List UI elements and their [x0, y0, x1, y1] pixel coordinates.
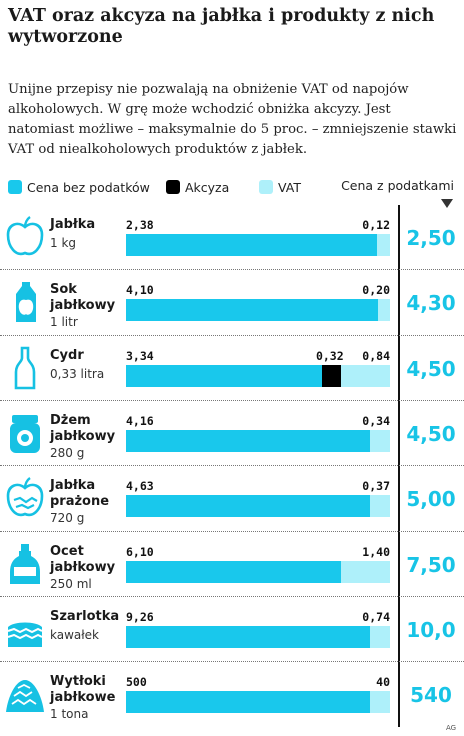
value-label-vat: 0,74	[362, 609, 390, 624]
legend-item-excise: Akcyza	[166, 178, 229, 196]
down-arrow-icon	[441, 199, 453, 208]
value-label-net: 6,10	[126, 544, 154, 559]
credit: AG	[446, 724, 457, 732]
legend: Cena bez podatków Akcyza VAT Cena z poda…	[8, 178, 458, 198]
value-label-vat: 0,34	[362, 413, 390, 428]
total-price: 4,30	[406, 291, 456, 316]
product-quantity: kawałek	[50, 627, 100, 642]
baked-apple-icon	[4, 476, 46, 520]
bar-segment-vat	[340, 560, 390, 583]
product-name: Jabłka	[50, 217, 96, 232]
bar-segment-vat	[370, 429, 390, 452]
product-name: Cydr	[50, 347, 84, 363]
bar-segment-net	[126, 560, 341, 583]
jam-jar-icon	[4, 411, 46, 455]
value-label-net: 500	[126, 675, 147, 690]
value-label-vat: 0,84	[362, 348, 390, 363]
legend-label-excise: Akcyza	[185, 179, 230, 195]
legend-label-vat: VAT	[278, 179, 301, 195]
value-label-excise: 0,32	[315, 348, 344, 363]
product-name: Szarlotka	[50, 608, 120, 624]
value-label-net: 2,38	[126, 218, 154, 232]
pomace-pile-icon	[4, 672, 46, 716]
bottle-icon	[4, 346, 46, 390]
value-label-net: 3,34	[126, 348, 154, 363]
total-price: 10,0	[406, 617, 456, 642]
bar-segment-net	[126, 299, 378, 322]
legend-item-vat: VAT	[259, 178, 301, 196]
value-label-net: 4,10	[126, 283, 154, 298]
legend-label-net: Cena bez podatków	[27, 179, 150, 195]
total-price: 2,50	[406, 226, 456, 250]
product-quantity: 280 g	[50, 445, 85, 460]
product-name: Dżem jabłkowy	[50, 412, 116, 444]
bar-segment-vat	[377, 234, 390, 256]
row-separator	[0, 595, 464, 597]
value-label-vat: 0,12	[362, 218, 390, 232]
product-name: Ocet jabłkowy	[50, 543, 116, 575]
product-name: Sok jabłkowy	[50, 282, 116, 314]
bar-segment-net	[126, 625, 371, 648]
cake-slice-icon	[4, 607, 46, 651]
product-quantity: 1 tona	[50, 707, 89, 722]
row-separator	[0, 399, 464, 401]
legend-swatch-net	[8, 180, 22, 194]
bar-segment-vat	[370, 625, 390, 648]
total-price: 540	[410, 683, 452, 708]
product-quantity: 1 kg	[50, 236, 77, 250]
apple-icon	[4, 215, 46, 259]
product-quantity: 0,33 litra	[50, 366, 105, 381]
value-label-vat: 1,40	[362, 544, 390, 559]
legend-swatch-excise	[166, 180, 180, 194]
total-price: 4,50	[406, 421, 456, 446]
row-separator	[0, 269, 464, 271]
product-name: Jabłka prażone	[50, 478, 110, 510]
value-label-net: 4,16	[126, 413, 154, 428]
legend-item-net: Cena bez podatków	[8, 178, 150, 196]
legend-label-total: Cena z podatkami	[341, 178, 454, 193]
intro-text: Unijne przepisy nie pozwalają na obniżen…	[8, 82, 457, 157]
product-quantity: 250 ml	[50, 576, 92, 591]
bar-segment-vat	[370, 495, 390, 518]
total-price: 7,50	[406, 552, 456, 577]
bar-segment-net	[126, 691, 371, 714]
vinegar-bottle-icon	[4, 542, 46, 586]
value-label-net: 4,63	[126, 479, 154, 494]
bar-segment-net	[126, 495, 371, 518]
chart-title: VAT oraz akcyza na jabłka i produkty z n…	[8, 6, 435, 47]
product-quantity: 720 g	[50, 511, 85, 526]
legend-swatch-vat	[259, 180, 273, 194]
bar-segment-vat	[340, 364, 390, 387]
value-label-vat: 0,20	[362, 283, 390, 298]
total-price: 4,50	[406, 356, 456, 381]
row-separator	[0, 465, 464, 467]
product-name: Wytłoki jabłkowe	[50, 674, 116, 706]
bar-segment-net	[126, 364, 322, 387]
row-separator	[0, 661, 464, 663]
bar-segment-vat	[370, 691, 390, 714]
value-label-net: 9,26	[126, 609, 154, 624]
bar-segment-net	[126, 234, 378, 256]
total-price: 5,00	[406, 487, 456, 512]
bar-segment-vat	[377, 299, 390, 322]
juice-carton-icon	[4, 280, 46, 324]
value-label-vat: 0,37	[362, 479, 390, 494]
value-label-vat: 40	[376, 675, 390, 690]
bar-segment-excise	[321, 364, 341, 387]
row-separator	[0, 334, 464, 336]
product-quantity: 1 litr	[50, 315, 78, 330]
bar-segment-net	[126, 429, 371, 452]
row-separator	[0, 530, 464, 532]
